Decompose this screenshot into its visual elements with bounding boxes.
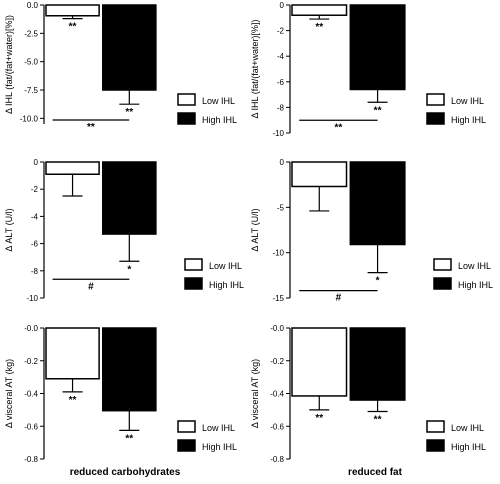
bar-low-ihl — [45, 327, 100, 380]
y-tick-label: -10.0 — [20, 114, 39, 123]
y-tick-label: -6 — [31, 240, 39, 249]
bar-high-ihl — [349, 4, 406, 91]
legend-label-high-ihl: High IHL — [451, 442, 486, 452]
y-tick-label: -4 — [31, 212, 39, 221]
y-tick-label: -0.6 — [270, 422, 284, 431]
y-tick-label: -8 — [31, 267, 39, 276]
legend-label-high-ihl: High IHL — [209, 280, 244, 290]
comparison-marker: ** — [87, 122, 95, 133]
legend-swatch-high-ihl — [184, 277, 203, 290]
legend-label-low-ihl: Low IHL — [209, 261, 242, 271]
y-axis-label: Δ IHL (fat/(fat+water)[%]) — [4, 15, 14, 114]
y-axis-label: Δ visceral AT (kg) — [4, 359, 14, 428]
legend-swatch-high-ihl — [433, 277, 452, 290]
y-tick-label: -0.0 — [24, 324, 38, 333]
y-tick-label: -0.2 — [270, 357, 284, 366]
bar-high-ihl — [102, 4, 157, 91]
y-axis-label: Δ IHL (fat/(fat+water)[%]) — [250, 20, 260, 119]
significance-marker: ** — [69, 395, 77, 406]
chart-panel-ihl-fat: -10 -8 -6 -4 -2 0 Δ IHL (fat/(fat+water)[%]) **… — [250, 1, 486, 138]
chart-panel-vat-carb: -0.8 -0.6 -0.4 -0.2 -0.0 Δ visceral AT (kg) **… — [4, 324, 237, 464]
y-tick-label: -10 — [26, 294, 38, 303]
significance-marker: * — [376, 276, 380, 287]
significance-marker: ** — [374, 105, 382, 116]
bar-low-ihl — [291, 327, 348, 397]
significance-marker: ** — [315, 413, 323, 424]
y-axis-label: Δ ALT (U/l) — [4, 208, 14, 251]
significance-marker: ** — [125, 107, 133, 118]
legend-swatch-high-ihl — [426, 112, 445, 125]
legend-swatch-low-ihl — [184, 258, 203, 271]
chart-panel-ihl-carb: -10.0 -7.5 -5.0 -2.5 0.0 Δ IHL (fat/(fat+wate… — [4, 1, 237, 133]
legend-label-low-ihl: Low IHL — [202, 423, 235, 433]
legend-label-low-ihl: Low IHL — [451, 423, 484, 433]
significance-marker: * — [127, 264, 131, 275]
chart-panel-alt-carb: -10 -8 -6 -4 -2 0 Δ ALT (U/l) * # Low IHL High IHL — [4, 158, 244, 303]
y-tick-label: -6 — [277, 78, 285, 87]
y-tick-label: -0.8 — [24, 455, 38, 464]
comparison-marker: # — [88, 281, 94, 292]
y-tick-label: -10 — [272, 129, 284, 138]
y-tick-label: 0 — [280, 1, 285, 10]
y-tick-label: -7.5 — [24, 86, 38, 95]
bar-low-ihl — [45, 161, 100, 175]
y-tick-label: -15 — [272, 294, 284, 303]
group-label-right: reduced fat — [348, 467, 403, 478]
bar-low-ihl — [45, 4, 100, 17]
significance-marker: ** — [69, 22, 77, 33]
y-tick-label: -0.4 — [270, 390, 284, 399]
chart-panel-vat-fat: -0.8 -0.6 -0.4 -0.2 -0.0 Δ visceral AT (kg) **… — [250, 324, 486, 464]
comparison-marker: # — [336, 293, 342, 304]
legend-label-low-ihl: Low IHL — [202, 96, 235, 106]
legend-swatch-high-ihl — [426, 439, 445, 452]
y-tick-label: -5.0 — [24, 58, 38, 67]
legend-label-high-ihl: High IHL — [202, 115, 237, 125]
y-tick-label: -2.5 — [24, 29, 38, 38]
legend-label-high-ihl: High IHL — [451, 115, 486, 125]
bar-high-ihl — [102, 161, 157, 235]
group-label-left: reduced carbohydrates — [70, 467, 181, 478]
y-tick-label: -2 — [277, 27, 285, 36]
y-tick-label: -10 — [272, 249, 284, 258]
y-tick-label: 0 — [34, 158, 39, 167]
significance-marker: ** — [374, 415, 382, 426]
bar-high-ihl — [102, 327, 157, 412]
y-tick-label: 0 — [280, 158, 285, 167]
y-tick-label: -0.6 — [24, 422, 38, 431]
legend-label-high-ihl: High IHL — [458, 280, 493, 290]
y-tick-label: 0.0 — [27, 1, 39, 10]
legend-swatch-low-ihl — [177, 420, 196, 433]
significance-marker: ** — [125, 433, 133, 444]
significance-marker: ** — [315, 22, 323, 33]
y-tick-label: -0.0 — [270, 324, 284, 333]
legend-swatch-low-ihl — [426, 93, 445, 106]
legend-swatch-low-ihl — [433, 258, 452, 271]
bar-low-ihl — [291, 4, 348, 16]
legend-label-high-ihl: High IHL — [202, 442, 237, 452]
legend-label-low-ihl: Low IHL — [451, 96, 484, 106]
y-tick-label: -2 — [31, 185, 39, 194]
legend-swatch-low-ihl — [177, 93, 196, 106]
y-tick-label: -0.4 — [24, 390, 38, 399]
legend-swatch-high-ihl — [177, 112, 196, 125]
legend-swatch-low-ihl — [426, 420, 445, 433]
bar-low-ihl — [291, 161, 348, 188]
y-axis-label: Δ visceral AT (kg) — [250, 359, 260, 428]
legend-label-low-ihl: Low IHL — [458, 261, 491, 271]
chart-panel-alt-fat: -15 -10 -5 0 Δ ALT (U/l) * # Low IHL High IHL — [250, 158, 493, 304]
bar-high-ihl — [349, 161, 406, 246]
legend-swatch-high-ihl — [177, 439, 196, 452]
y-tick-label: -0.8 — [270, 455, 284, 464]
y-tick-label: -0.2 — [24, 357, 38, 366]
comparison-marker: ** — [335, 122, 343, 133]
bar-high-ihl — [349, 327, 406, 401]
y-tick-label: -8 — [277, 103, 285, 112]
y-tick-label: -5 — [277, 203, 285, 212]
y-axis-label: Δ ALT (U/l) — [250, 208, 260, 251]
y-tick-label: -4 — [277, 52, 285, 61]
